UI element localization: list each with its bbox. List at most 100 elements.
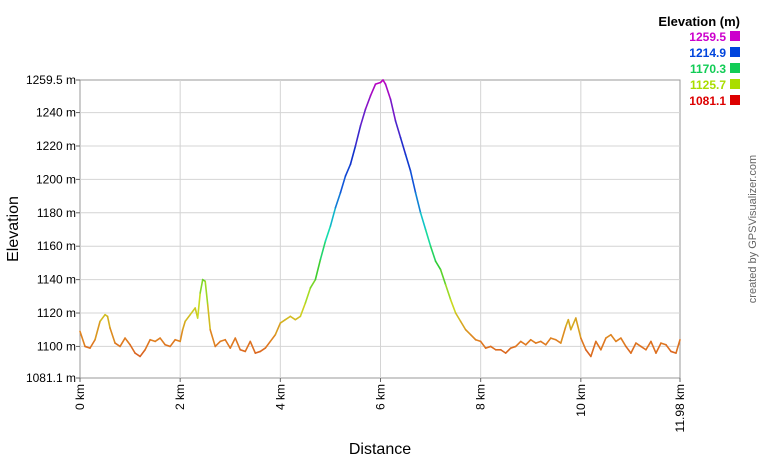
profile-segment	[549, 337, 557, 341]
profile-segment	[159, 337, 166, 346]
profile-segment	[459, 320, 467, 331]
profile-segment	[560, 325, 567, 344]
legend-label: 1170.3	[690, 62, 726, 76]
profile-segment	[84, 345, 91, 349]
y-tick-label: 1259.5 m	[26, 73, 76, 87]
profile-segment	[389, 98, 397, 122]
x-tick-label: 10 km	[574, 384, 588, 417]
profile-segment	[369, 83, 377, 97]
profile-segment	[554, 338, 562, 344]
profile-segment	[409, 170, 417, 194]
profile-segment	[529, 338, 537, 344]
x-tick-label: 0 km	[73, 384, 87, 410]
y-tick-label: 1140 m	[37, 273, 76, 287]
profile-segment	[509, 345, 517, 349]
profile-segment	[284, 315, 292, 321]
x-axis-title: Distance	[349, 441, 411, 458]
legend-swatch	[730, 47, 740, 57]
profile-segment	[399, 136, 407, 156]
profile-segment	[519, 340, 527, 346]
y-tick-label: 1200 m	[36, 172, 76, 186]
profile-segment	[134, 352, 141, 358]
profile-segment	[79, 330, 86, 348]
profile-segment	[434, 260, 442, 271]
profile-segment	[419, 211, 427, 231]
profile-segment	[354, 125, 362, 147]
x-tick-label: 4 km	[273, 384, 287, 410]
profile-segment	[214, 340, 222, 348]
y-tick-label: 1180 m	[37, 206, 76, 220]
profile-segment	[534, 340, 542, 344]
elevation-profile-line	[79, 79, 681, 358]
profile-segment	[309, 278, 317, 289]
profile-segment	[570, 317, 577, 331]
profile-segment	[444, 283, 452, 301]
profile-segment	[359, 108, 367, 127]
profile-segment	[181, 320, 186, 331]
profile-segment	[404, 153, 412, 172]
profile-segment	[139, 348, 146, 358]
profile-segment	[670, 350, 677, 354]
profile-segment	[364, 95, 372, 111]
profile-segment	[314, 258, 322, 281]
x-tick-label: 11.98 km	[673, 384, 687, 432]
profile-segment	[334, 191, 342, 209]
profile-segment	[660, 342, 667, 346]
legend-label: 1214.9	[689, 46, 726, 60]
profile-segment	[655, 342, 662, 354]
profile-segment	[106, 315, 111, 329]
legend-swatch	[730, 63, 740, 73]
profile-segment	[484, 345, 492, 349]
profile-segment	[209, 328, 217, 348]
profile-segment	[129, 343, 136, 354]
profile-segment	[595, 340, 602, 351]
profile-segment	[504, 347, 512, 354]
y-axis-ticks: 1081.1 m 1100 m 1120 m 1140 m 1160 m 1180 m 12…	[26, 73, 80, 385]
profile-segment	[324, 225, 332, 242]
profile-segment	[489, 345, 497, 351]
profile-segment	[414, 191, 422, 214]
profile-segment	[89, 338, 96, 349]
x-axis-ticks: 0 km 2 km 4 km 6 km 8 km 10 km 11.98 km	[73, 378, 687, 432]
y-tick-label: 1081.1 m	[26, 371, 76, 385]
y-tick-label: 1100 m	[37, 339, 76, 353]
legend-swatch	[730, 95, 740, 105]
profile-segment	[479, 340, 487, 349]
legend: Elevation (m) 1259.5 1214.9 1170.3 1125.7 10…	[658, 14, 740, 108]
legend-label: 1125.7	[690, 78, 726, 92]
profile-segment	[199, 278, 204, 294]
profile-segment	[605, 333, 612, 339]
profile-segment	[229, 337, 237, 349]
profile-segment	[224, 338, 232, 349]
profile-segment	[394, 120, 402, 139]
profile-segment	[429, 245, 437, 263]
profile-segment	[299, 302, 307, 318]
legend-swatch	[730, 79, 740, 89]
profile-segment	[219, 338, 227, 343]
profile-segment	[119, 337, 126, 348]
legend-swatch	[730, 31, 740, 41]
profile-segment	[196, 292, 202, 319]
profile-segment	[206, 303, 212, 331]
profile-segment	[620, 337, 627, 348]
legend-title: Elevation (m)	[658, 14, 740, 29]
profile-segment	[600, 337, 607, 351]
profile-segment	[124, 337, 131, 346]
profile-segment	[279, 318, 287, 324]
profile-segment	[580, 337, 587, 351]
profile-segment	[469, 333, 477, 341]
profile-segment	[274, 322, 282, 336]
profile-segment	[234, 337, 242, 351]
profile-segment	[174, 338, 181, 343]
profile-segment	[384, 83, 392, 101]
profile-segment	[154, 337, 161, 343]
profile-segment	[239, 348, 247, 353]
profile-segment	[114, 342, 121, 348]
profile-segment	[630, 342, 637, 354]
credit-text: created by GPSVisualizer.com	[747, 155, 759, 303]
profile-segment	[349, 145, 357, 166]
profile-segment	[189, 307, 196, 316]
profile-segment	[585, 348, 592, 358]
